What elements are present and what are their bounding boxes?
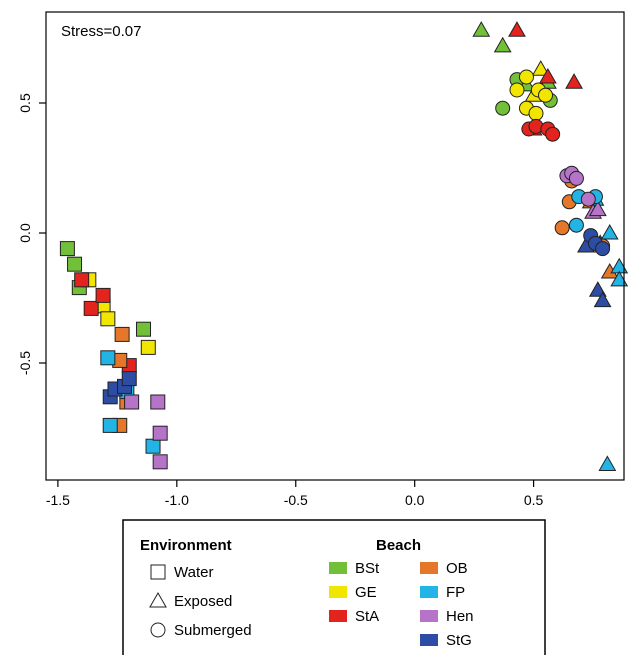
point-sta-circle: [545, 126, 561, 142]
beach-legend-items: BSt GE StA OB FP Hen StG: [329, 560, 474, 649]
point-ge-square: [100, 311, 116, 327]
plot-layer: [59, 21, 628, 471]
point-hen-circle: [568, 170, 584, 186]
point-ob-square: [114, 326, 130, 342]
point-stg-triangle: [593, 291, 612, 308]
environment-legend-title: Environment: [140, 537, 232, 554]
beach-legend-title: Beach: [376, 537, 421, 554]
legend-swatch-bst: [329, 562, 347, 574]
point-bst-square: [136, 321, 152, 337]
point-ge-circle: [528, 105, 544, 121]
y-tick-label: -0.5: [17, 351, 33, 375]
point-fp-triangle: [610, 257, 628, 274]
legend-label-sta: StA: [355, 608, 379, 625]
point-fp-circle: [568, 217, 584, 233]
point-hen-square: [152, 425, 168, 441]
point-fp-triangle: [610, 270, 628, 287]
y-tick-label: 0.0: [17, 223, 33, 243]
point-ge-circle: [518, 69, 534, 85]
point-ge-circle: [509, 82, 525, 98]
legend-label-hen: Hen: [446, 608, 474, 625]
legend-marker-water: [150, 564, 166, 580]
point-hen-square: [150, 394, 166, 410]
point-hen-circle: [580, 191, 596, 207]
legend-label-fp: FP: [446, 584, 465, 601]
point-fp-square: [102, 417, 118, 433]
point-ge-square: [140, 339, 156, 355]
point-ge-triangle: [531, 60, 550, 76]
point-sta-triangle: [508, 21, 526, 37]
point-sta-square: [83, 300, 99, 316]
point-stg-square: [121, 371, 137, 387]
point-sta-square: [74, 272, 90, 288]
legend-label-ob: OB: [446, 560, 468, 577]
legend-swatch-sta: [329, 610, 347, 622]
point-bst-circle: [495, 100, 511, 116]
point-stg-triangle: [588, 281, 607, 297]
point-fp-triangle: [600, 223, 619, 240]
legend-swatch-ge: [329, 586, 347, 598]
stress-annotation: Stress=0.07: [61, 23, 141, 40]
x-tick-label: -1.0: [165, 492, 189, 508]
environment-legend-items: Water Exposed Submerged: [149, 564, 252, 639]
legend-label-submerged: Submerged: [174, 622, 252, 639]
legend-swatch-stg: [420, 634, 438, 646]
point-fp-square: [145, 438, 161, 454]
legend-swatch-fp: [420, 586, 438, 598]
point-bst-square: [59, 241, 75, 257]
legend-marker-submerged: [150, 622, 166, 638]
legend-label-exposed: Exposed: [174, 593, 232, 610]
legend-label-ge: GE: [355, 584, 377, 601]
point-sta-triangle: [538, 67, 557, 84]
point-hen-triangle: [588, 200, 607, 217]
plot-frame: [45, 11, 625, 481]
legend-swatch-hen: [420, 610, 438, 622]
legend-label-water: Water: [174, 564, 213, 581]
point-sta-square: [95, 287, 111, 303]
x-tick-label: 0.5: [524, 492, 544, 508]
point-ge-circle: [538, 87, 554, 103]
legend-label-bst: BSt: [355, 560, 380, 577]
point-bst-triangle: [472, 21, 491, 37]
point-hen-square: [124, 394, 140, 410]
x-tick-label: 0.0: [405, 492, 425, 508]
x-tick-label: -1.5: [46, 492, 70, 508]
point-ob-circle: [554, 220, 570, 236]
x-tick-label: -0.5: [284, 492, 308, 508]
legend-swatch-ob: [420, 562, 438, 574]
axis-layer: -1.5 -1.0 -0.5 0.0 0.5 -0.5 0.0 0.5: [17, 11, 625, 508]
legend-label-stg: StG: [446, 632, 472, 649]
point-hen-square: [152, 454, 168, 470]
point-bst-square: [67, 256, 83, 272]
point-fp-triangle: [598, 455, 617, 471]
point-fp-square: [100, 350, 116, 366]
point-stg-circle: [595, 241, 611, 257]
point-sta-triangle: [565, 73, 583, 89]
y-tick-label: 0.5: [17, 93, 33, 113]
point-bst-triangle: [493, 36, 512, 53]
legend-marker-exposed: [149, 591, 167, 608]
